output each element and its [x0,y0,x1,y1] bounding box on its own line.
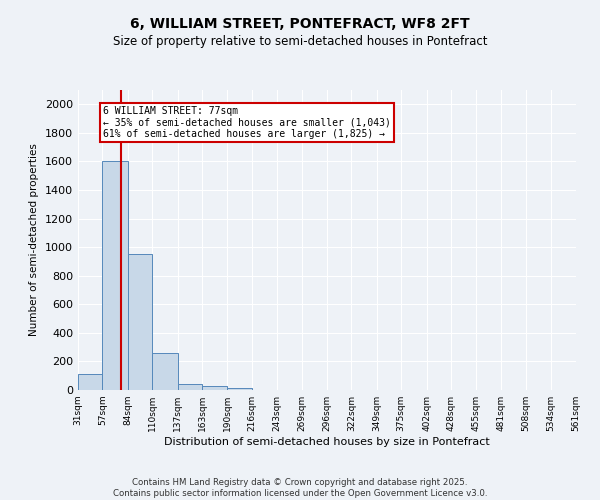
Bar [103,162,128,390]
Text: Contains HM Land Registry data © Crown copyright and database right 2025.
Contai: Contains HM Land Registry data © Crown c… [113,478,487,498]
X-axis label: Distribution of semi-detached houses by size in Pontefract: Distribution of semi-detached houses by … [164,437,490,447]
Bar [202,386,227,390]
Bar [152,353,178,390]
Bar [178,384,202,390]
Bar [227,388,252,390]
Text: 6, WILLIAM STREET, PONTEFRACT, WF8 2FT: 6, WILLIAM STREET, PONTEFRACT, WF8 2FT [130,18,470,32]
Bar [128,254,152,390]
Bar [78,374,103,390]
Text: Size of property relative to semi-detached houses in Pontefract: Size of property relative to semi-detach… [113,35,487,48]
Text: 6 WILLIAM STREET: 77sqm
← 35% of semi-detached houses are smaller (1,043)
61% of: 6 WILLIAM STREET: 77sqm ← 35% of semi-de… [103,106,391,139]
Y-axis label: Number of semi-detached properties: Number of semi-detached properties [29,144,40,336]
